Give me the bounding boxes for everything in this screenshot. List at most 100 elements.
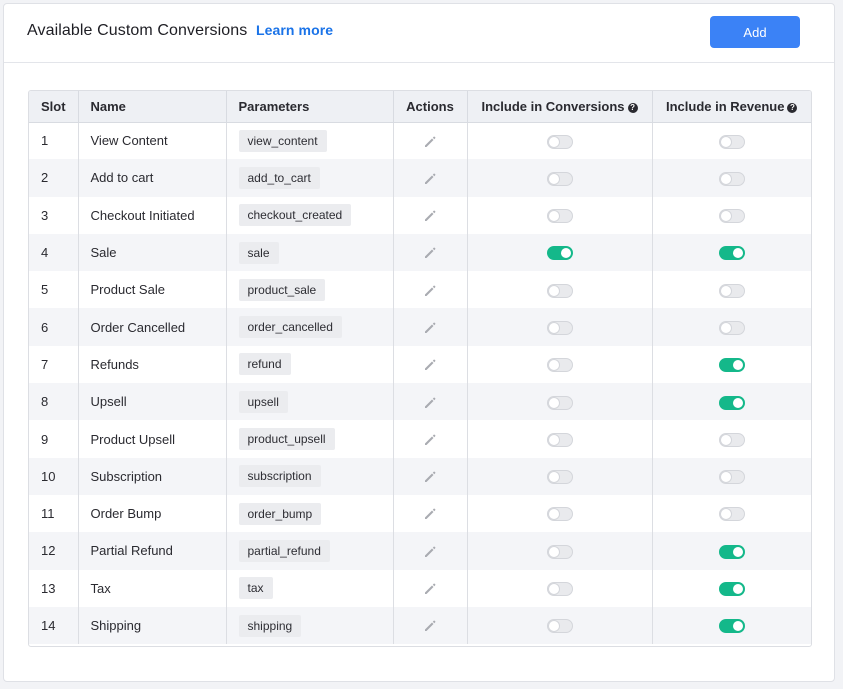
include-revenue-toggle[interactable] xyxy=(718,320,745,335)
parameter-cell: subscription xyxy=(226,457,394,495)
toggle-knob xyxy=(720,509,731,520)
include-revenue-toggle[interactable] xyxy=(718,507,745,522)
include-revenue-toggle[interactable] xyxy=(718,432,745,447)
toggle-knob xyxy=(720,322,731,333)
pencil-icon[interactable] xyxy=(423,172,437,186)
slot-cell: 4 xyxy=(29,233,79,272)
revenue-cell xyxy=(652,159,811,197)
include-conversions-toggle[interactable] xyxy=(546,507,573,522)
include-revenue-toggle[interactable] xyxy=(718,581,745,596)
parameter-cell: view_content xyxy=(226,122,394,160)
revenue-cell xyxy=(652,308,811,346)
parameter-tag: subscription xyxy=(238,465,321,488)
toggle-knob xyxy=(720,472,731,483)
column-header-revenue: Include in Revenue? xyxy=(652,91,811,123)
toggle-knob xyxy=(732,583,743,594)
toggle-knob xyxy=(732,360,743,371)
include-conversions-toggle[interactable] xyxy=(546,619,573,634)
include-conversions-toggle[interactable] xyxy=(546,320,573,335)
revenue-cell xyxy=(652,383,811,421)
conversions-table-container: Slot Name Parameters Actions Include in … xyxy=(28,90,812,647)
include-conversions-toggle[interactable] xyxy=(546,134,573,149)
slot-cell: 7 xyxy=(29,345,79,384)
conversions-table: Slot Name Parameters Actions Include in … xyxy=(29,91,811,645)
revenue-cell xyxy=(652,495,811,532)
include-revenue-toggle[interactable] xyxy=(718,470,745,485)
actions-cell xyxy=(393,122,468,160)
include-revenue-toggle[interactable] xyxy=(718,395,745,410)
parameter-cell: refund xyxy=(226,345,394,384)
pencil-icon[interactable] xyxy=(423,209,437,223)
include-revenue-toggle[interactable] xyxy=(718,283,745,298)
pencil-icon[interactable] xyxy=(423,396,437,410)
pencil-icon[interactable] xyxy=(423,246,437,260)
question-circle-icon[interactable]: ? xyxy=(787,102,798,113)
parameter-cell: tax xyxy=(226,569,394,607)
pencil-icon[interactable] xyxy=(423,545,437,559)
include-revenue-toggle[interactable] xyxy=(718,544,745,559)
include-conversions-toggle[interactable] xyxy=(546,171,573,186)
toggle-knob xyxy=(548,136,559,147)
pencil-icon[interactable] xyxy=(423,507,437,521)
learn-more-link[interactable]: Learn more xyxy=(255,22,334,38)
pencil-icon[interactable] xyxy=(423,470,437,484)
pencil-icon[interactable] xyxy=(423,358,437,372)
revenue-cell xyxy=(652,233,811,272)
parameter-tag: shipping xyxy=(238,614,302,637)
include-conversions-toggle[interactable] xyxy=(546,470,573,485)
include-revenue-toggle[interactable] xyxy=(718,358,745,373)
slot-cell: 1 xyxy=(29,122,79,160)
parameter-tag: product_upsell xyxy=(238,428,335,451)
include-conversions-toggle[interactable] xyxy=(546,432,573,447)
parameter-tag: checkout_created xyxy=(238,204,352,227)
include-revenue-toggle[interactable] xyxy=(718,134,745,149)
parameter-cell: shipping xyxy=(226,606,394,645)
include-conversions-toggle[interactable] xyxy=(546,395,573,410)
slot-cell: 2 xyxy=(29,159,79,197)
column-header-name: Name xyxy=(78,91,227,123)
include-conversions-toggle[interactable] xyxy=(546,246,573,261)
include-conversions-toggle[interactable] xyxy=(546,209,573,224)
toggle-knob xyxy=(548,546,559,557)
table-row: 6 Order Cancelled order_cancelled xyxy=(29,308,811,346)
table-row: 14 Shipping shipping xyxy=(29,606,811,645)
table-row: 8 Upsell upsell xyxy=(29,383,811,421)
include-conversions-toggle[interactable] xyxy=(546,544,573,559)
conversions-cell xyxy=(467,532,653,570)
toggle-knob xyxy=(720,285,731,296)
actions-cell xyxy=(393,532,468,570)
toggle-knob xyxy=(548,397,559,408)
pencil-icon[interactable] xyxy=(423,284,437,298)
parameter-tag: product_sale xyxy=(238,278,326,301)
include-conversions-toggle[interactable] xyxy=(546,581,573,596)
pencil-icon[interactable] xyxy=(423,619,437,633)
toggle-knob xyxy=(732,546,743,557)
pencil-icon[interactable] xyxy=(423,582,437,596)
parameter-cell: product_upsell xyxy=(226,420,394,458)
pencil-icon[interactable] xyxy=(423,433,437,447)
include-revenue-toggle[interactable] xyxy=(718,171,745,186)
add-button[interactable]: Add xyxy=(710,16,800,48)
include-conversions-toggle[interactable] xyxy=(546,283,573,298)
table-row: 10 Subscription subscription xyxy=(29,457,811,495)
slot-cell: 9 xyxy=(29,420,79,458)
toggle-knob xyxy=(720,136,731,147)
include-conversions-toggle[interactable] xyxy=(546,358,573,373)
parameter-tag: refund xyxy=(238,353,291,376)
column-header-parameters: Parameters xyxy=(226,91,394,123)
title-text: Available Custom Conversions xyxy=(27,22,248,39)
conversions-cell xyxy=(467,308,653,346)
toggle-knob xyxy=(732,621,743,632)
table-row: 2 Add to cart add_to_cart xyxy=(29,159,811,197)
card-header: Available Custom Conversions Learn more … xyxy=(4,4,834,63)
include-revenue-toggle[interactable] xyxy=(718,619,745,634)
include-revenue-toggle[interactable] xyxy=(718,246,745,261)
toggle-knob xyxy=(548,434,559,445)
pencil-icon[interactable] xyxy=(423,135,437,149)
name-cell: Refunds xyxy=(78,345,227,384)
include-revenue-toggle[interactable] xyxy=(718,209,745,224)
pencil-icon[interactable] xyxy=(423,321,437,335)
question-circle-icon[interactable]: ? xyxy=(627,102,638,113)
conversions-cell xyxy=(467,122,653,160)
toggle-knob xyxy=(548,360,559,371)
